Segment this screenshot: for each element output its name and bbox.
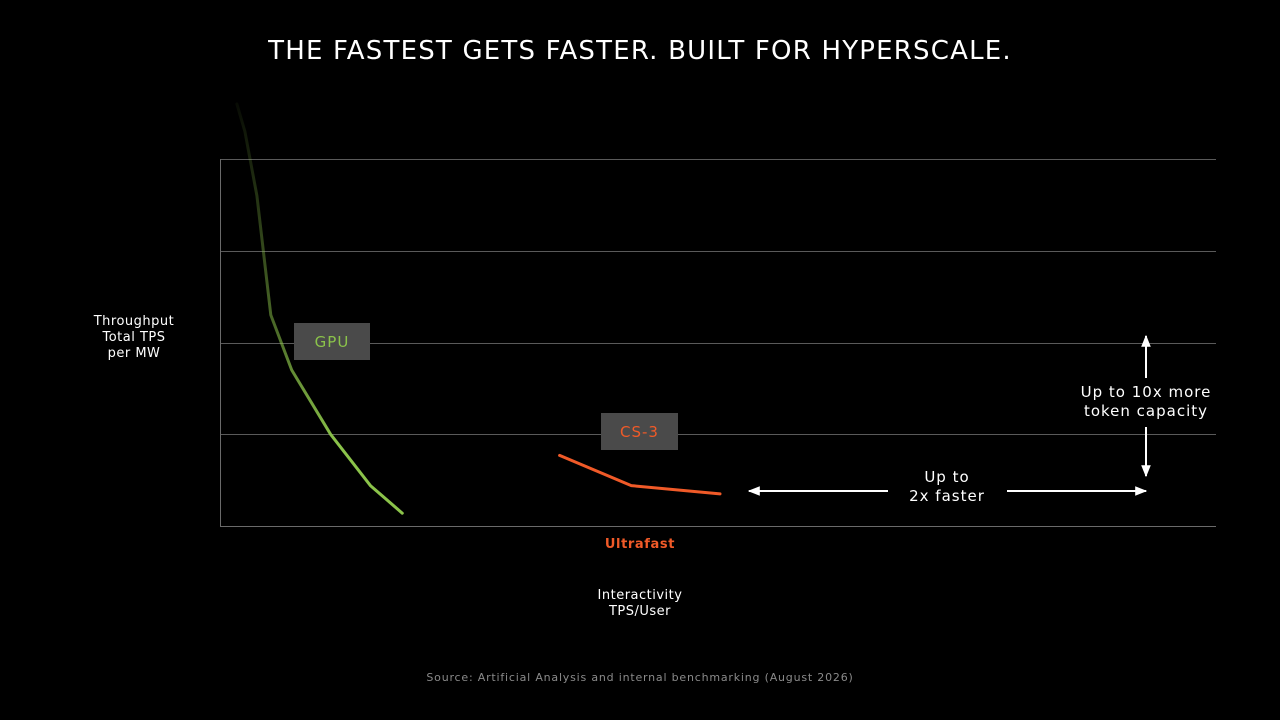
x-axis-label: Interactivity TPS/User [540, 588, 740, 620]
y-axis-label-line: per MW [107, 346, 161, 361]
gpu-series-label: GPU [294, 323, 370, 360]
gpu-series-label-text: GPU [314, 332, 350, 351]
cs3-series-label: CS-3 [601, 413, 678, 450]
x-axis-label-line: TPS/User [608, 604, 672, 619]
capacity-annotation-line: token capacity [1083, 402, 1209, 420]
series-line-gpu [235, 102, 404, 515]
capacity-annotation: Up to 10x more token capacity [1066, 383, 1226, 421]
cs3-series-label-text: CS-3 [620, 422, 659, 441]
annotation-arrows [747, 334, 1151, 496]
y-axis-label-line: Total TPS [102, 330, 166, 345]
ultrafast-label: Ultrafast [604, 537, 676, 552]
source-note: Source: Artificial Analysis and internal… [426, 671, 854, 684]
series-lines [235, 102, 722, 515]
faster-annotation-line: 2x faster [909, 487, 985, 505]
y-axis-label-line: Throughput [93, 314, 175, 329]
series-line-cs3 [558, 453, 722, 496]
slide-title: THE FASTEST GETS FASTER. BUILT FOR HYPER… [268, 36, 1012, 66]
y-axis-label: Throughput Total TPS per MW [70, 314, 198, 362]
grid-lines [220, 159, 1216, 527]
capacity-annotation-line: Up to 10x more [1080, 383, 1212, 401]
faster-annotation: Up to 2x faster [887, 468, 1007, 506]
faster-annotation-line: Up to [924, 468, 970, 486]
x-axis-label-line: Interactivity [597, 588, 683, 603]
